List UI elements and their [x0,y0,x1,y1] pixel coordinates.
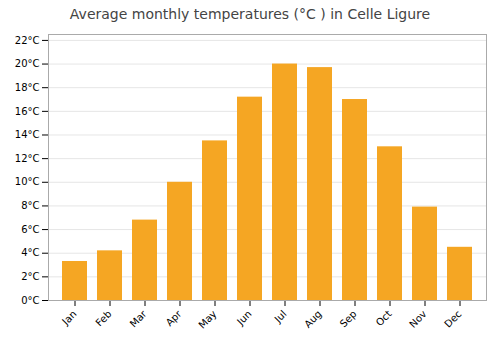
svg-text:Apr: Apr [164,308,185,329]
svg-text:20°C: 20°C [15,58,40,69]
svg-text:Mar: Mar [128,308,150,330]
svg-text:16°C: 16°C [15,106,40,117]
svg-text:2°C: 2°C [21,271,39,282]
svg-text:Dec: Dec [442,308,463,329]
svg-text:Sep: Sep [338,308,359,329]
svg-text:Jul: Jul [272,308,289,325]
svg-text:Oct: Oct [374,308,394,328]
svg-text:10°C: 10°C [15,176,40,187]
svg-text:6°C: 6°C [21,224,39,235]
svg-text:12°C: 12°C [15,153,40,164]
svg-text:Feb: Feb [93,308,113,328]
svg-text:4°C: 4°C [21,247,39,258]
svg-text:Jun: Jun [234,308,254,328]
svg-text:18°C: 18°C [15,82,40,93]
svg-text:Jan: Jan [59,308,78,327]
svg-text:14°C: 14°C [15,129,40,140]
svg-text:Nov: Nov [407,308,429,330]
svg-text:May: May [196,308,218,330]
html-text:Average monthly temperatures (: Average monthly temperatures (°C ) in Ce… [69,6,431,22]
svg-text:8°C: 8°C [21,200,39,211]
svg-text:0°C: 0°C [21,295,39,306]
svg-text:Aug: Aug [302,308,324,330]
svg-text:22°C: 22°C [15,35,40,46]
